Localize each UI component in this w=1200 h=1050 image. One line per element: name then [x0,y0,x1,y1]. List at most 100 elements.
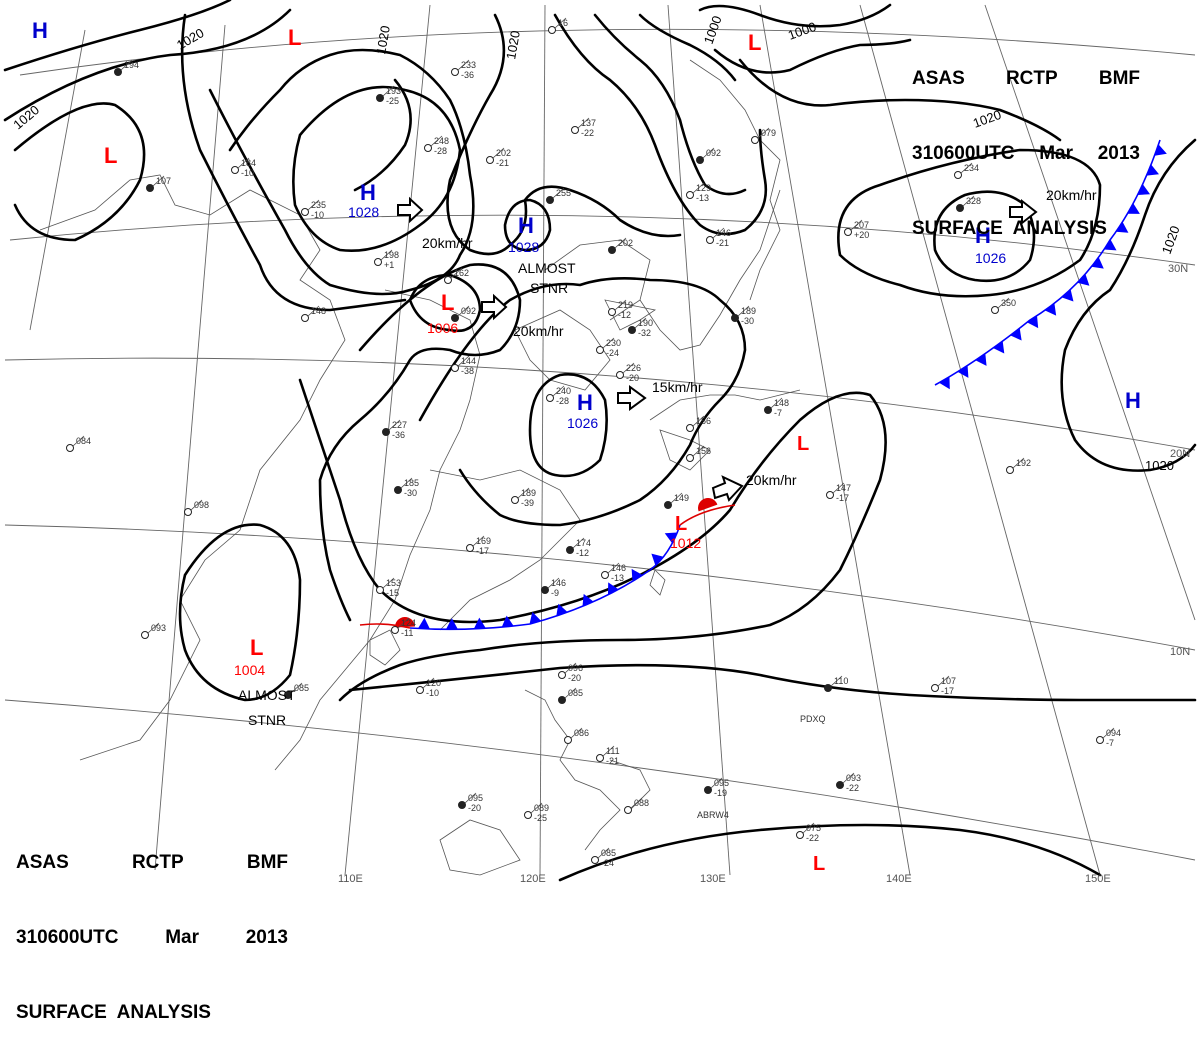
wind-barb-icon [430,135,443,147]
station-tendency: -12 [618,310,631,320]
station-observation: 248-28 [424,135,449,156]
station-circle-icon [731,314,739,322]
station-pressure: 146 [611,563,626,573]
wind-barb-icon [630,797,643,809]
warm-front-semicircle [698,498,718,512]
wind-barb-icon [1012,457,1025,469]
station-circle-icon [686,454,694,462]
station-observation: 234 [954,162,979,179]
station-circle-icon [382,428,390,436]
wind-barb-icon [147,622,160,634]
isobar [13,102,146,242]
station-pressure: 202 [496,148,511,158]
high-center-value: 1028 [508,239,539,255]
wind-barb-icon [457,355,470,367]
station-tendency: -13 [611,573,624,583]
station-pressure: 156 [696,416,711,426]
station-observation: 184-10 [231,157,256,178]
longitude-line [759,4,911,876]
station-observation: 137-22 [571,117,596,138]
station-tendency: -21 [496,158,509,168]
station-circle-icon [558,671,566,679]
station-observation: 107-17 [931,675,956,696]
station-tendency: -21 [716,238,729,248]
wind-barb-icon [307,305,320,317]
station-observation: 085 [558,687,583,704]
speed-label: 20km/hr [513,323,564,339]
wind-barb-icon [570,727,583,739]
station-code: ABRW4 [697,810,729,820]
wind-barb-icon [712,227,725,239]
station-observation: 098 [184,499,209,516]
station-observation: 146-9 [541,577,566,598]
station-observation: 093 [141,622,166,639]
longitude-line [344,4,431,876]
station-circle-icon [548,26,556,34]
station-circle-icon [608,308,616,316]
station-observation: 193-25 [376,85,401,106]
cold-front [409,524,681,631]
taiwan-coast [649,569,666,596]
header-year: 2013 [1097,143,1140,164]
station-tendency: -32 [638,328,651,338]
station-observation: 111-21 [596,745,620,766]
station-tendency: -25 [386,96,399,106]
isobar [698,3,892,28]
isobar [558,823,1102,882]
longitude-line [984,4,1196,621]
low-center-value: 1004 [234,662,265,678]
station-pressure: 085 [294,683,309,693]
wind-barb-icon [530,802,543,814]
header-line-2: 310600UTC Mar 2013 [16,925,288,950]
wind-barb-icon [552,187,565,199]
station-observation: 075-22 [796,822,821,843]
station-pressure: 189 [521,488,536,498]
station-tendency: -20 [468,803,481,813]
station-observation: 202 [608,237,633,254]
wind-barb-icon [614,237,627,249]
cold-front-triangle [957,365,969,378]
cold-front-triangle [556,603,568,617]
longitude-label: 130E [700,873,726,885]
wind-barb-icon [757,127,770,139]
station-pressure: 110 [834,676,848,686]
cold-front-triangle [651,553,664,566]
station-circle-icon [1006,466,1014,474]
header-code: BMF [1098,68,1140,89]
station-pressure: 190 [638,318,653,328]
latitude-label: 10N [1170,646,1190,658]
stationary-label: ALMOST [518,260,576,276]
pressure-centers: H L L H 1028 H 1028 L L 1006 H 1026 H 10… [32,18,1141,875]
isobar [593,13,747,196]
station-circle-icon [458,801,466,809]
station-circle-icon [796,831,804,839]
isobar [318,263,522,622]
station-pressure: 120 [426,678,441,688]
station-pressure: 124 [401,618,416,628]
station-observation: 094-7 [1096,727,1121,748]
station-circle-icon [706,236,714,244]
station-pressure: 162 [454,268,469,278]
speed-label: 15km/hr [652,379,703,395]
station-observation: 189-39 [511,487,536,508]
cold-front-triangle [1137,184,1151,195]
cold-front-triangle [975,353,987,366]
cold-front-triangle [992,341,1005,354]
isobar [638,13,737,82]
station-tendency: -25 [534,813,547,823]
station-tendency: -22 [581,128,594,138]
station-pressure: 107 [156,176,171,186]
station-pressure: 193 [386,86,401,96]
station-observation: 162 [444,267,469,284]
station-observation: 194 [114,59,139,76]
station-observation: 146-13 [601,562,626,583]
station-circle-icon [596,346,604,354]
hainan-coast [369,629,401,666]
station-circle-icon [374,258,382,266]
isobar [528,372,608,478]
station-pressure: 146 [551,578,566,588]
borneo-coast [439,819,521,876]
station-observation: 156 [686,415,711,432]
wind-barb-icon [692,182,705,194]
station-circle-icon [66,444,74,452]
